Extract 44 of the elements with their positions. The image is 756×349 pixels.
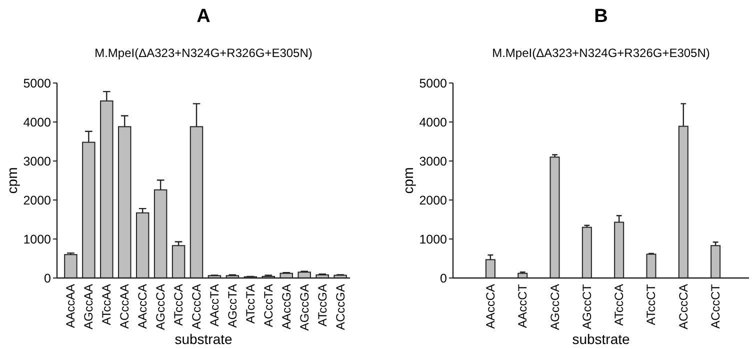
x-tick-label: ACccAA: [118, 284, 132, 329]
x-tick-label: ACccTA: [261, 284, 276, 328]
x-tick-label: AGccCT: [580, 283, 594, 330]
y-tick-label: 2000: [23, 193, 52, 208]
y-tick-label: 0: [44, 271, 52, 286]
x-tick-label: ATccGA: [315, 284, 330, 326]
x-tick-label: AGccGA: [297, 284, 312, 331]
x-tick-label: AAccCT: [516, 283, 530, 328]
y-axis-title: cpm: [400, 167, 416, 194]
x-tick-label: AGccCA: [548, 284, 562, 330]
y-tick-label: 5000: [419, 76, 448, 90]
x-tick-label: AAccCA: [136, 284, 150, 329]
x-tick-label: AGccAA: [82, 284, 96, 330]
y-tick-label: 5000: [23, 76, 52, 90]
y-tick-label: 4000: [23, 115, 52, 130]
x-axis-title: substrate: [174, 331, 233, 347]
y-tick-label: 4000: [419, 115, 448, 130]
y-tick-label: 3000: [419, 154, 448, 168]
chart-title: A: [196, 6, 211, 27]
y-tick-label: 1000: [419, 232, 448, 246]
chart-subtitle: M.MpeI(ΔA323+N324G+R326G+E305N): [492, 46, 710, 60]
y-tick-label: 1000: [23, 232, 52, 246]
x-tick-label: ATccCA: [612, 284, 626, 326]
x-tick-label: ATccTA: [243, 284, 258, 324]
x-tick-label: AAccTA: [207, 284, 222, 326]
y-tick-label: 3000: [23, 154, 52, 168]
x-tick-label: AAccAA: [64, 284, 78, 328]
x-tick-label: ACccCA: [190, 284, 204, 330]
y-tick-label: 0: [440, 271, 448, 286]
chart-title: B: [594, 6, 608, 27]
y-tick-label: 2000: [419, 193, 448, 208]
x-tick-label: AGccTA: [225, 284, 240, 328]
x-tick-label: ACccCA: [676, 284, 690, 330]
x-tick-label: AGccCA: [154, 284, 168, 330]
x-tick-label: AAccGA: [279, 284, 294, 330]
x-tick-label: ATccCA: [172, 284, 186, 326]
x-tick-label: ATccAA: [100, 284, 114, 326]
x-axis-title: substrate: [572, 331, 630, 347]
x-tick-label: ATccCT: [644, 283, 658, 326]
x-tick-label: ACccCT: [708, 283, 723, 329]
chart-subtitle: M.MpeI(ΔA323+N324G+R326G+E305N): [94, 46, 312, 60]
x-tick-label: AAccCA: [483, 284, 498, 329]
y-axis-title: cpm: [4, 167, 20, 194]
x-tick-label: ACccGA: [333, 284, 348, 330]
